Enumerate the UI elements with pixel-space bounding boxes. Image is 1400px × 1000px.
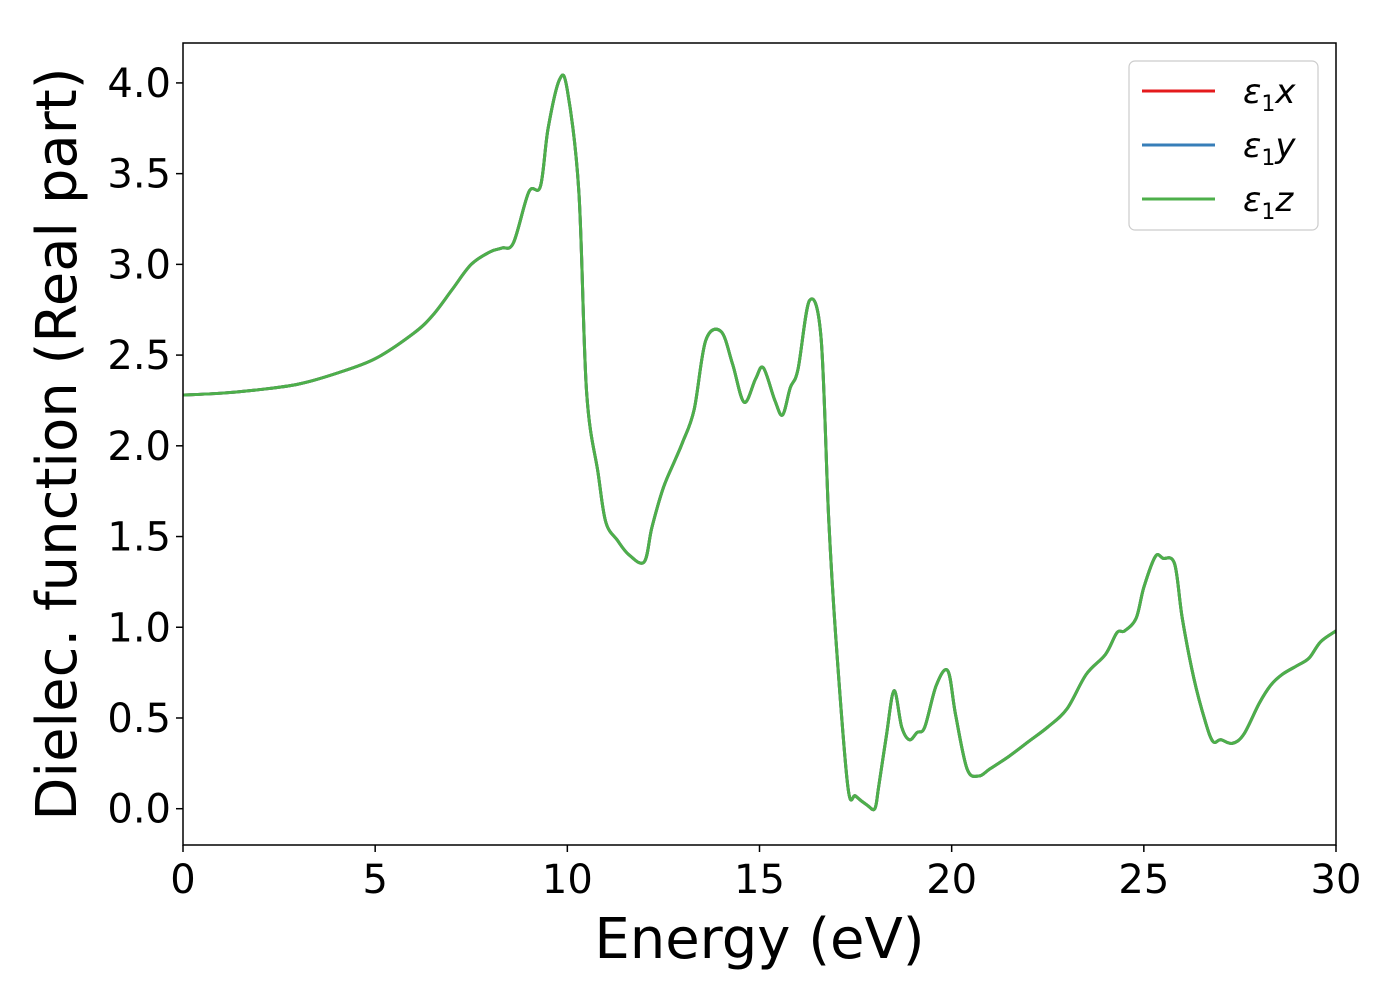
y-tick-label: 1.0 xyxy=(107,605,171,651)
y-tick-label: 2.5 xyxy=(107,333,171,379)
y-axis-label: Dielec. function (Real part) xyxy=(25,67,90,820)
x-axis-ticks: 0 5 10 15 20 25 30 xyxy=(170,845,1361,903)
y-tick-label: 3.0 xyxy=(107,242,171,288)
y-axis-ticks: 0.0 0.5 1.0 1.5 2.0 2.5 3.0 3.5 4.0 xyxy=(107,61,183,833)
y-tick-label: 2.0 xyxy=(107,424,171,470)
legend-label: ε1x xyxy=(1243,72,1296,117)
legend: ε1x ε1y ε1z xyxy=(1128,60,1319,231)
series-line-3 xyxy=(183,73,1336,812)
x-tick-label: 0 xyxy=(170,857,195,903)
x-tick-label: 25 xyxy=(1118,857,1169,903)
x-tick-label: 15 xyxy=(734,857,785,903)
y-tick-label: 4.0 xyxy=(107,61,171,107)
legend-label: ε1y xyxy=(1243,126,1296,171)
series-layer xyxy=(183,73,1336,812)
x-tick-label: 10 xyxy=(542,857,593,903)
y-tick-label: 1.5 xyxy=(107,515,171,561)
y-tick-label: 0.0 xyxy=(107,787,171,833)
y-tick-label: 3.5 xyxy=(107,152,171,198)
x-tick-label: 30 xyxy=(1311,857,1362,903)
x-tick-label: 20 xyxy=(926,857,977,903)
legend-box xyxy=(1128,60,1319,231)
y-tick-label: 0.5 xyxy=(107,696,171,742)
x-tick-label: 5 xyxy=(362,857,387,903)
legend-label: ε1z xyxy=(1243,180,1294,225)
x-axis-label: Energy (eV) xyxy=(594,907,924,972)
